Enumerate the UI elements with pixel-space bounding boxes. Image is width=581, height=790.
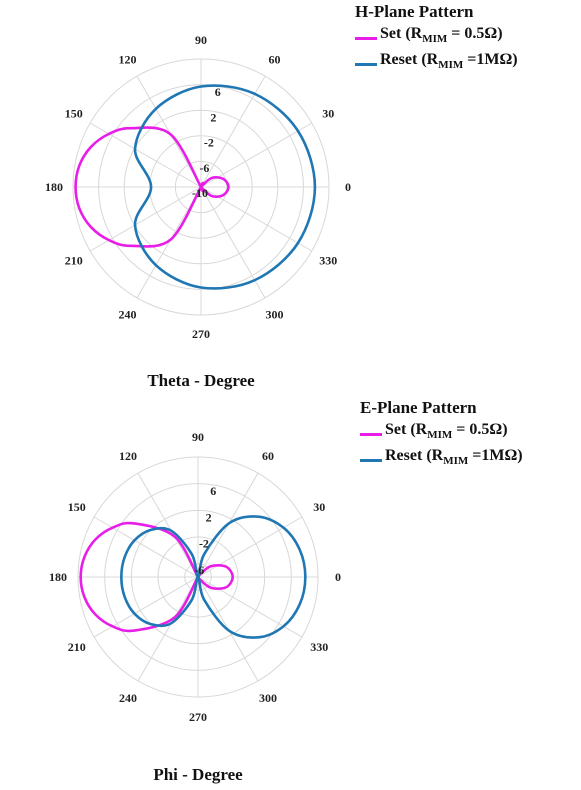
angle-tick-300: 300	[259, 691, 277, 705]
angle-tick-90: 90	[192, 430, 204, 444]
axis-label: Theta - Degree	[147, 371, 255, 390]
legend-entry-reset: Reset (RMIM =1MΩ)	[355, 48, 518, 74]
polar-chart-1: 0 30 60 90 120 150 180 210 240 270 300 330 -6 -2 2 6 Phi…	[49, 430, 341, 784]
angle-tick-300: 300	[266, 307, 284, 321]
legend-label-set: Set (RMIM = 0.5Ω)	[385, 420, 508, 442]
e-plane-legend: E-Plane Pattern Set (RMIM = 0.5Ω) Reset …	[360, 398, 523, 470]
legend-swatch-set	[360, 432, 382, 436]
angle-tick-180: 180	[49, 570, 67, 584]
angle-tick-210: 210	[68, 640, 86, 654]
legend-entry-set: Set (RMIM = 0.5Ω)	[360, 418, 523, 444]
angle-tick-120: 120	[119, 449, 137, 463]
angle-tick-30: 30	[313, 500, 325, 514]
legend-swatch-reset	[360, 458, 382, 462]
legend-swatch-reset	[355, 62, 377, 66]
radial-tick-6: 6	[215, 85, 221, 99]
axis-label: Phi - Degree	[153, 765, 243, 784]
radial-tick-10: -10	[192, 186, 208, 200]
legend-title: E-Plane Pattern	[360, 398, 477, 417]
legend-entry-set: Set (RMIM = 0.5Ω)	[355, 22, 518, 48]
angle-tick-90: 90	[195, 33, 207, 47]
angle-tick-330: 330	[310, 640, 328, 654]
radial-tick-2: -2	[199, 537, 209, 551]
h-plane-legend: H-Plane Pattern Set (RMIM = 0.5Ω) Reset …	[355, 2, 518, 74]
angle-tick-270: 270	[192, 327, 210, 341]
angle-tick-120: 120	[119, 53, 137, 67]
radial-tick-6: -6	[194, 563, 204, 577]
legend-label-reset: Reset (RMIM =1MΩ)	[380, 50, 518, 72]
legend-entry-reset: Reset (RMIM =1MΩ)	[360, 444, 523, 470]
polar-chart-0: 0 30 60 90 120 150 180 210 240 270 300 330 -10 -6 -2 2 6…	[45, 33, 351, 390]
radial-tick-2: 2	[210, 110, 216, 124]
radial-tick-6: 6	[210, 484, 216, 498]
angle-tick-270: 270	[189, 710, 207, 724]
legend-label-set: Set (RMIM = 0.5Ω)	[380, 24, 503, 46]
radial-tick-2: -2	[204, 136, 214, 150]
angle-tick-240: 240	[119, 691, 137, 705]
angle-tick-210: 210	[65, 254, 83, 268]
radial-tick-6: -6	[199, 161, 209, 175]
series-line-reset-r	[120, 515, 307, 639]
grid-spoke	[137, 576, 199, 682]
legend-swatch-set	[355, 36, 377, 40]
legend-label-reset: Reset (RMIM =1MΩ)	[385, 446, 523, 468]
grid-spoke	[137, 472, 199, 578]
angle-tick-0: 0	[345, 180, 351, 194]
angle-tick-150: 150	[68, 500, 86, 514]
angle-tick-180: 180	[45, 180, 63, 194]
radial-tick-2: 2	[206, 510, 212, 524]
angle-tick-150: 150	[65, 107, 83, 121]
angle-tick-60: 60	[269, 53, 281, 67]
angle-tick-60: 60	[262, 449, 274, 463]
angle-tick-240: 240	[119, 307, 137, 321]
series-line-reset-r	[133, 84, 317, 290]
series-line-set-r	[74, 126, 230, 248]
legend-title: H-Plane Pattern	[355, 2, 474, 21]
angle-tick-330: 330	[319, 254, 337, 268]
angle-tick-30: 30	[322, 107, 334, 121]
angle-tick-0: 0	[335, 570, 341, 584]
